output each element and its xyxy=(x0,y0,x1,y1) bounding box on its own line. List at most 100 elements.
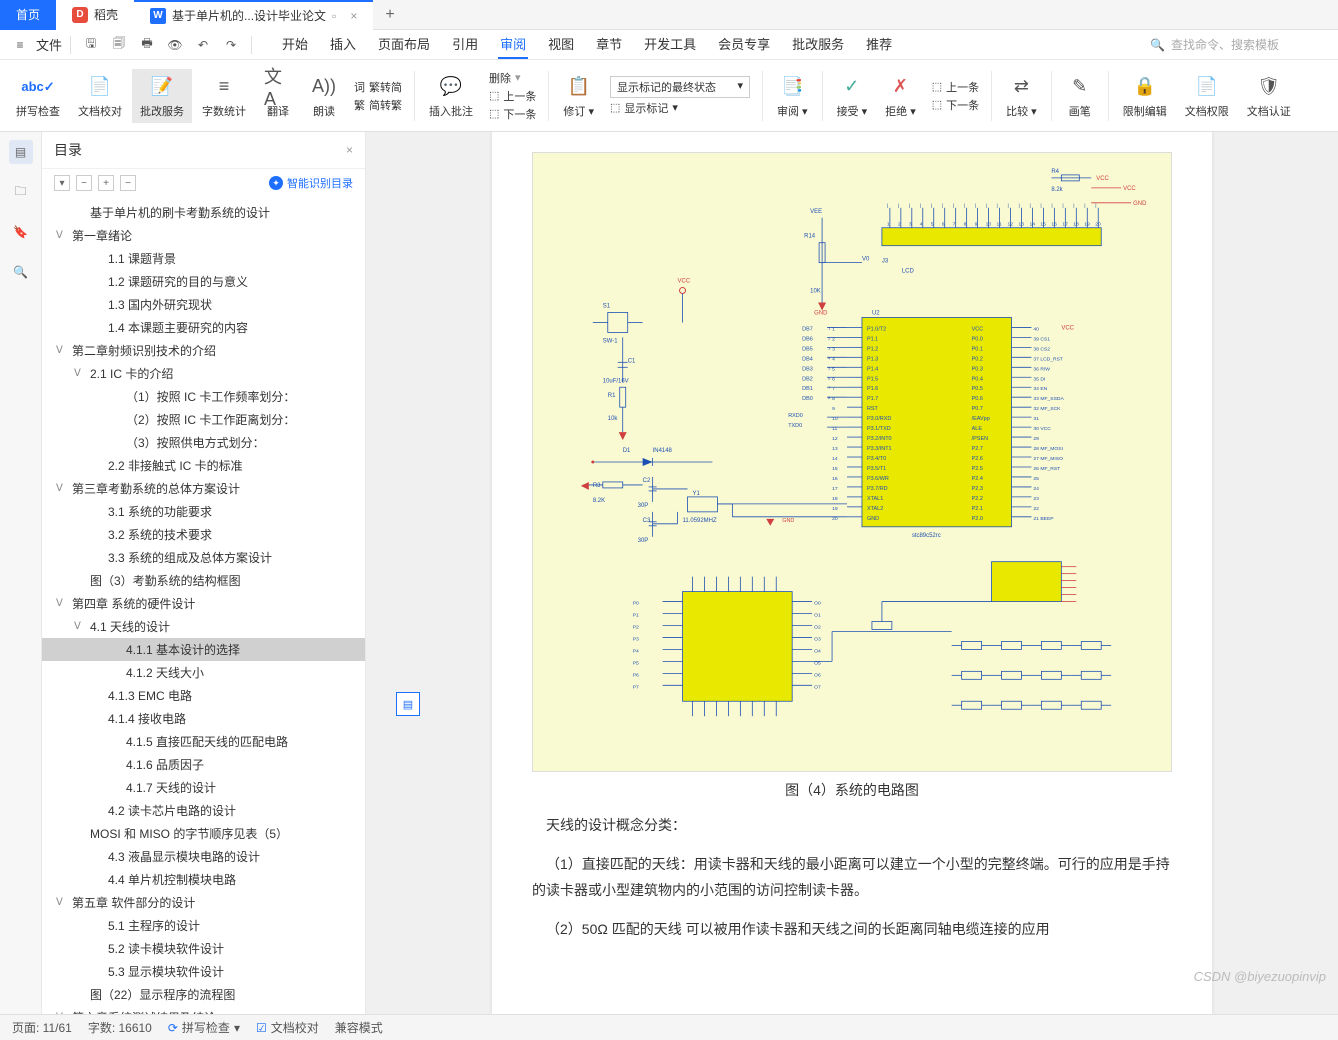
toc-item[interactable]: 4.1.2 天线大小 xyxy=(42,661,365,684)
tab-document[interactable]: W 基于单片机的...设计毕业论文 ▫ × xyxy=(134,0,373,30)
toc-item[interactable]: 3.3 系统的组成及总体方案设计 xyxy=(42,546,365,569)
toc-minus-button[interactable]: − xyxy=(76,175,92,191)
outline-icon[interactable]: ▤ xyxy=(9,140,33,164)
toc-item[interactable]: 1.2 课题研究的目的与意义 xyxy=(42,270,365,293)
toc-item[interactable]: 4.1.4 接收电路 xyxy=(42,707,365,730)
toc-collapse-all-button[interactable]: ▾ xyxy=(54,175,70,191)
track-display-dropdown[interactable]: 显示标记的最终状态▾ xyxy=(610,76,750,98)
tab-docke[interactable]: D 稻壳 xyxy=(56,0,134,30)
tab-home[interactable]: 首页 xyxy=(0,0,56,30)
toc-item[interactable]: 1.3 国内外研究现状 xyxy=(42,293,365,316)
word-count[interactable]: 字数: 16610 xyxy=(88,1019,152,1036)
toc-item[interactable]: 基于单片机的刷卡考勤系统的设计 xyxy=(42,201,365,224)
toc-item[interactable]: 2.2 非接触式 IC 卡的标准 xyxy=(42,454,365,477)
toc-item[interactable]: 4.2 读卡芯片电路的设计 xyxy=(42,799,365,822)
revise-button[interactable]: 📝批改服务 xyxy=(132,69,192,123)
compare-button[interactable]: ⇄比较 ▾ xyxy=(998,69,1045,123)
simp-to-trad-button[interactable]: 繁简转繁 xyxy=(354,97,402,113)
translate-button[interactable]: 文A翻译 xyxy=(256,69,300,123)
show-markup-button[interactable]: ⬚ 显示标记 ▾ xyxy=(610,100,750,116)
menu-tab-6[interactable]: 章节 xyxy=(594,30,624,59)
proofread-button[interactable]: 📄文档校对 xyxy=(70,69,130,123)
read-button[interactable]: A))朗读 xyxy=(302,69,346,123)
toc-item[interactable]: （2）按照 IC 卡工作距离划分： xyxy=(42,408,365,431)
insert-comment-button[interactable]: 💬插入批注 xyxy=(421,69,481,123)
chevron-down-icon[interactable]: ᐯ xyxy=(74,621,86,632)
toc-item[interactable]: 4.1.7 天线的设计 xyxy=(42,776,365,799)
spell-status[interactable]: ⟳ 拼写检查 ▾ xyxy=(168,1019,240,1036)
tab-window-icon[interactable]: ▫ xyxy=(332,9,336,23)
toc-item[interactable]: 4.1.5 直接匹配天线的匹配电路 xyxy=(42,730,365,753)
toc-item[interactable]: MOSI 和 MISO 的字节顺序见表（5） xyxy=(42,822,365,845)
menu-tab-0[interactable]: 开始 xyxy=(280,30,310,59)
wordcount-button[interactable]: ≡字数统计 xyxy=(194,69,254,123)
chevron-down-icon[interactable]: ᐯ xyxy=(56,230,68,241)
pen-button[interactable]: ✎画笔 xyxy=(1058,69,1102,123)
toc-item[interactable]: 4.3 液晶显示模块电路的设计 xyxy=(42,845,365,868)
toc-plus-button[interactable]: + xyxy=(98,175,114,191)
accept-button[interactable]: ✓接受 ▾ xyxy=(829,69,876,123)
page-indicator[interactable]: 页面: 11/61 xyxy=(12,1019,72,1036)
preview-icon[interactable]: 👁 xyxy=(163,33,187,57)
toc-item[interactable]: ᐯ2.1 IC 卡的介绍 xyxy=(42,362,365,385)
toc-smart-button[interactable]: ✦ 智能识别目录 xyxy=(269,175,353,191)
review-button[interactable]: 📑审阅 ▾ xyxy=(769,69,816,123)
toc-item[interactable]: 3.1 系统的功能要求 xyxy=(42,500,365,523)
toc-item[interactable]: 5.2 读卡模块软件设计 xyxy=(42,937,365,960)
spell-check-button[interactable]: abc✓拼写检查 xyxy=(8,69,68,123)
find-icon[interactable]: 🔍 xyxy=(9,260,33,284)
new-tab-button[interactable]: + xyxy=(373,6,406,24)
page-marker-icon[interactable]: ▤ xyxy=(396,692,420,716)
save-icon[interactable]: 🖫 xyxy=(79,33,103,57)
bookmark-icon[interactable]: 🔖 xyxy=(9,220,33,244)
toc-item[interactable]: ᐯ第五章 软件部分的设计 xyxy=(42,891,365,914)
print-icon[interactable]: 🖶 xyxy=(135,33,159,57)
toc-item[interactable]: 3.2 系统的技术要求 xyxy=(42,523,365,546)
chevron-down-icon[interactable]: ᐯ xyxy=(56,1012,68,1014)
toc-item[interactable]: 4.4 单片机控制模块电路 xyxy=(42,868,365,891)
toc-item[interactable]: 5.3 显示模块软件设计 xyxy=(42,960,365,983)
menu-icon[interactable]: ≡ xyxy=(8,33,32,57)
toc-item[interactable]: 1.4 本课题主要研究的内容 xyxy=(42,316,365,339)
menu-tab-5[interactable]: 视图 xyxy=(546,30,576,59)
toc-close-icon[interactable]: × xyxy=(346,143,353,157)
prev-change-button[interactable]: ⬚ 上一条 xyxy=(932,79,979,95)
saveas-icon[interactable]: 🗐 xyxy=(107,33,131,57)
menu-tab-9[interactable]: 批改服务 xyxy=(790,30,846,59)
prev-comment-button[interactable]: ⬚ 上一条 xyxy=(489,88,536,104)
menu-tab-10[interactable]: 推荐 xyxy=(864,30,894,59)
toc-item[interactable]: 5.1 主程序的设计 xyxy=(42,914,365,937)
toc-item[interactable]: ᐯ4.1 天线的设计 xyxy=(42,615,365,638)
toc-item[interactable]: 图（22）显示程序的流程图 xyxy=(42,983,365,1006)
menu-tab-8[interactable]: 会员专享 xyxy=(716,30,772,59)
toc-list[interactable]: 基于单片机的刷卡考勤系统的设计ᐯ第一章绪论1.1 课题背景1.2 课题研究的目的… xyxy=(42,197,365,1014)
trad-to-simp-button[interactable]: 词繁转简 xyxy=(354,79,402,95)
toc-item[interactable]: ᐯ第四章 系统的硬件设计 xyxy=(42,592,365,615)
toc-item[interactable]: ᐯ第六章系统测试结果及结论 xyxy=(42,1006,365,1014)
chevron-down-icon[interactable]: ᐯ xyxy=(56,345,68,356)
next-comment-button[interactable]: ⬚ 下一条 xyxy=(489,106,536,122)
close-icon[interactable]: × xyxy=(350,9,357,23)
undo-icon[interactable]: ↶ xyxy=(191,33,215,57)
toc-item[interactable]: ᐯ第三章考勤系统的总体方案设计 xyxy=(42,477,365,500)
chevron-down-icon[interactable]: ᐯ xyxy=(56,897,68,908)
toc-item[interactable]: 4.1.3 EMC 电路 xyxy=(42,684,365,707)
delete-comment-button[interactable]: 删除▾ xyxy=(489,70,536,86)
track-button[interactable]: 📋修订 ▾ xyxy=(555,69,602,123)
proof-status[interactable]: ☑ 文档校对 xyxy=(256,1019,319,1036)
chevron-down-icon[interactable]: ᐯ xyxy=(74,368,86,379)
toc-item[interactable]: ᐯ第二章射频识别技术的介绍 xyxy=(42,339,365,362)
search-input[interactable]: 🔍 查找命令、搜索模板 xyxy=(1150,36,1330,53)
toc-item[interactable]: ᐯ第一章绪论 xyxy=(42,224,365,247)
toc-item[interactable]: 4.1.1 基本设计的选择 xyxy=(42,638,365,661)
redo-icon[interactable]: ↷ xyxy=(219,33,243,57)
menu-tab-1[interactable]: 插入 xyxy=(328,30,358,59)
menu-tab-7[interactable]: 开发工具 xyxy=(642,30,698,59)
restrict-button[interactable]: 🔒限制编辑 xyxy=(1115,69,1175,123)
next-change-button[interactable]: ⬚ 下一条 xyxy=(932,97,979,113)
file-menu[interactable]: 文件 xyxy=(36,35,62,54)
menu-tab-2[interactable]: 页面布局 xyxy=(376,30,432,59)
toc-item[interactable]: 4.1.6 品质因子 xyxy=(42,753,365,776)
chevron-down-icon[interactable]: ᐯ xyxy=(56,598,68,609)
menu-tab-4[interactable]: 审阅 xyxy=(498,30,528,59)
